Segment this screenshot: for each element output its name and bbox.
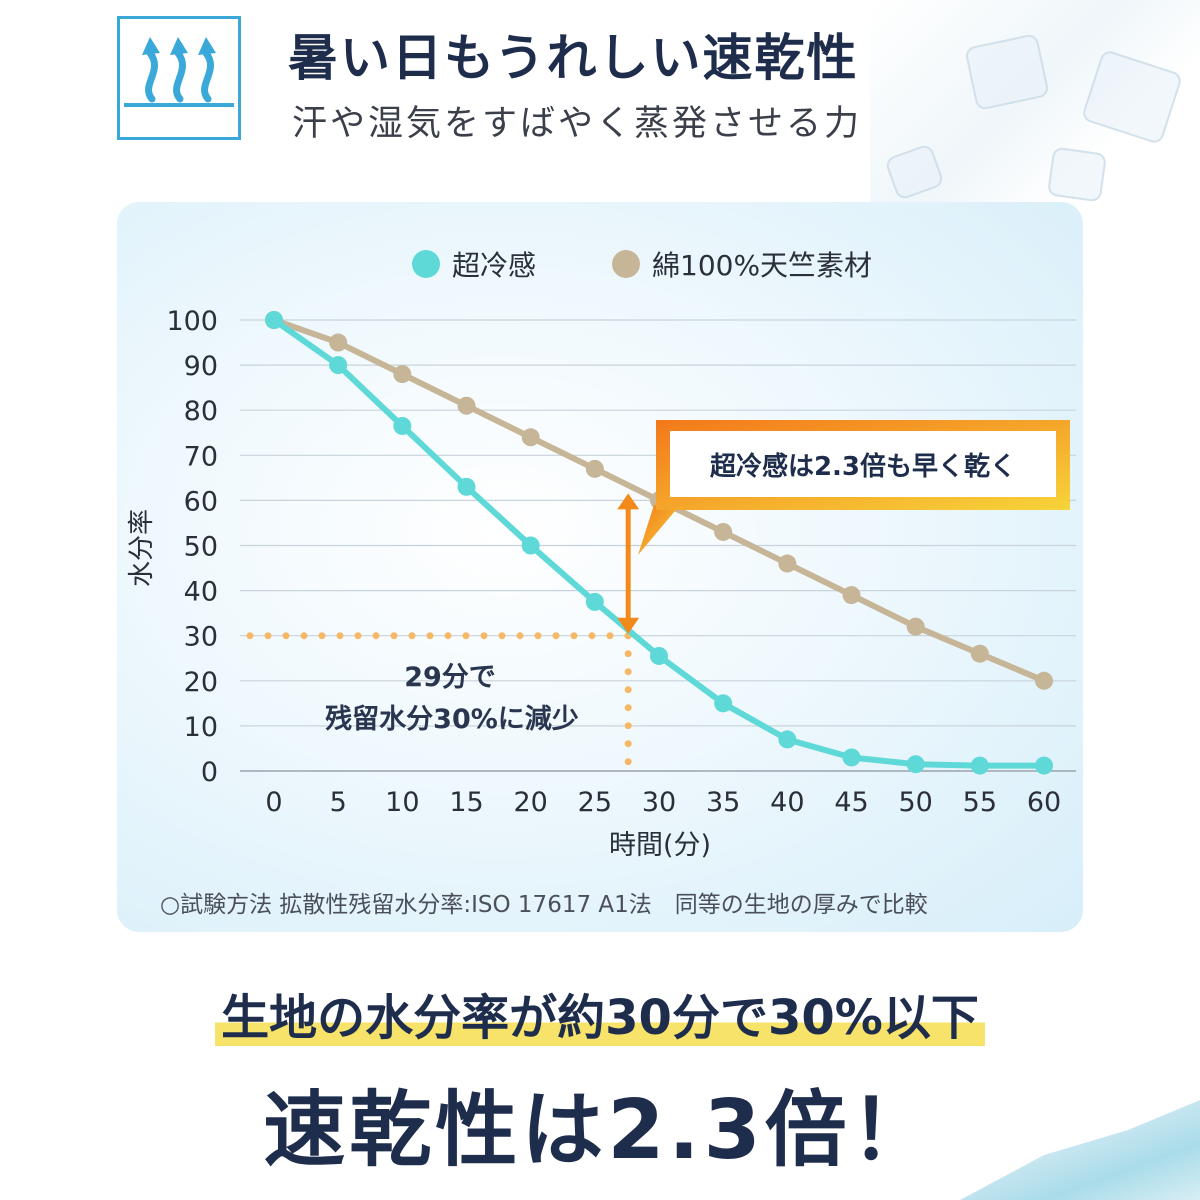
y-tick-50: 50 [184, 532, 218, 563]
y-tick-60: 60 [184, 486, 218, 517]
y-tick-80: 80 [184, 396, 218, 427]
legend-marker-cool [412, 250, 440, 278]
heat-rising-arrows-icon [124, 37, 234, 107]
legend: 超冷感 綿100%天竺素材 [412, 249, 872, 282]
y-tick-40: 40 [184, 577, 218, 608]
x-tick-15: 15 [449, 787, 483, 818]
series-1-point-25 [585, 459, 604, 478]
series-0-point-15 [457, 477, 476, 496]
x-tick-40: 40 [770, 787, 804, 818]
series-0-point-30 [650, 646, 668, 665]
series-1-point-50 [906, 617, 925, 636]
series-0-point-20 [521, 536, 540, 555]
series-1-point-40 [778, 554, 797, 573]
comparison-arrow-head-top [617, 493, 640, 510]
y-axis-label: 水分率 [127, 509, 157, 587]
callout: 超冷感は2.3倍も早く乾く [638, 420, 1070, 555]
test-method-footnote: ○試験方法 拡散性残留水分率:ISO 17617 A1法 同等の生地の厚みで比較 [160, 892, 928, 918]
y-tick-labels: 0 10 20 30 40 50 60 70 80 90 100 [166, 306, 218, 788]
y-tick-20: 20 [184, 667, 218, 698]
quick-dry-logo [117, 16, 241, 140]
legend-label-cotton: 綿100%天竺素材 [652, 249, 872, 282]
series-1-point-5 [329, 333, 348, 352]
x-tick-45: 45 [834, 787, 868, 818]
series-1-point-55 [970, 644, 989, 663]
callout-inner [670, 431, 1056, 497]
x-tick-10: 10 [385, 787, 419, 818]
page-subtitle: 汗や湿気をすばやく蒸発させる力 [292, 104, 863, 144]
series-0-point-10 [393, 416, 412, 435]
series-1-point-45 [842, 586, 861, 605]
comparison-arrow-head-bottom [617, 617, 640, 634]
series-1-point-20 [521, 428, 540, 447]
ice-decoration [870, 0, 1200, 230]
callout-pointer [638, 505, 680, 555]
x-tick-labels: 0 5 10 15 20 25 30 35 40 45 50 55 60 [265, 787, 1061, 818]
x-tick-35: 35 [706, 787, 740, 818]
series-0-point-60 [1035, 756, 1053, 775]
annotation-line-2: 残留水分30%に減少 [325, 704, 579, 735]
legend-label-cool: 超冷感 [452, 249, 536, 282]
y-tick-100: 100 [166, 306, 218, 337]
series-1-point-35 [714, 522, 733, 541]
headline-moisture-text: 生地の水分率が約30分で30%以下 [215, 990, 985, 1046]
series-0-point-45 [842, 748, 861, 767]
y-tick-0: 0 [201, 757, 218, 788]
series-line-0 [272, 317, 1044, 769]
x-tick-55: 55 [963, 787, 997, 818]
series-0-point-50 [906, 755, 925, 774]
series-1-point-15 [457, 396, 476, 415]
x-tick-30: 30 [642, 787, 676, 818]
annotation-line-1: 29分で [404, 662, 496, 693]
series-1-point-60 [1035, 671, 1053, 690]
x-axis-label: 時間(分) [609, 830, 711, 861]
x-tick-0: 0 [265, 787, 282, 818]
callout-text: 超冷感は2.3倍も早く乾く [710, 451, 1016, 482]
headline-moisture: 生地の水分率が約30分で30%以下 [0, 978, 1200, 1048]
series-0-point-0 [265, 311, 283, 329]
y-tick-10: 10 [184, 712, 218, 743]
x-tick-5: 5 [330, 787, 347, 818]
y-tick-70: 70 [184, 441, 218, 472]
x-tick-60: 60 [1027, 787, 1061, 818]
series-layer [265, 311, 1053, 775]
x-tick-20: 20 [513, 787, 547, 818]
series-0-point-55 [970, 756, 989, 775]
series-0-point-25 [585, 592, 604, 611]
y-tick-90: 90 [184, 351, 218, 382]
series-1-point-10 [393, 365, 412, 384]
y-tick-30: 30 [184, 622, 218, 653]
headline-speed: 速乾性は2.3倍！ [263, 1083, 937, 1178]
series-0-point-35 [714, 694, 733, 713]
legend-marker-cotton [612, 250, 640, 278]
x-tick-50: 50 [898, 787, 932, 818]
page-title: 暑い日もうれしい速乾性 [288, 29, 859, 87]
series-0-point-40 [778, 730, 797, 749]
x-tick-25: 25 [578, 787, 612, 818]
series-0-point-5 [329, 356, 348, 375]
